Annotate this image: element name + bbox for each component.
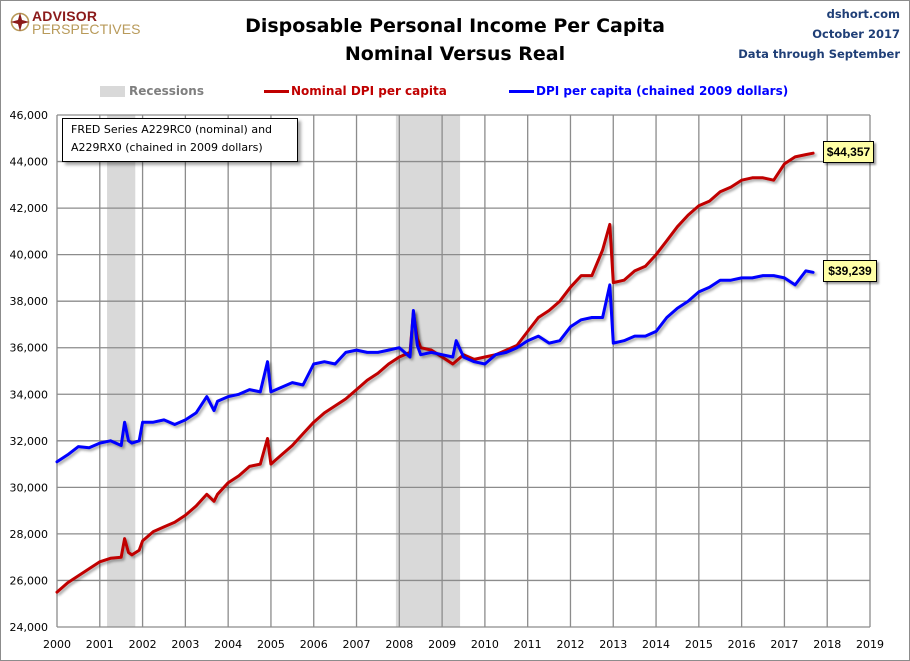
logo-text-bottom: PERSPECTIVES [32,21,141,37]
real-line-swatch [509,89,534,93]
y-tick-label: 38,000 [10,295,49,308]
chart-title: Disposable Personal Income Per Capita [245,15,665,37]
y-tick-label: 36,000 [10,342,49,355]
real-last-value-label: $39,239 [823,260,877,282]
y-tick-label: 46,000 [10,109,49,122]
chart-legend: Recessions Nominal DPI per capita DPI pe… [0,82,910,100]
x-tick-label: 2002 [129,638,157,651]
chart-subtitle: Nominal Versus Real [344,43,566,65]
recession-band [107,115,136,627]
legend-item-real: DPI per capita (chained 2009 dollars) [509,82,788,100]
y-tick-label: 30,000 [10,481,49,494]
series-line [55,269,815,464]
data-through-text: Data through September [738,47,900,61]
x-tick-label: 2000 [43,638,71,651]
axis-labels: 24,000 26,000 28,000 30,000 32,000 34,000 36,0… [10,109,885,651]
nominal-line-swatch [264,89,289,93]
legend-item-nominal: Nominal DPI per capita [264,82,447,100]
x-tick-label: 2018 [813,638,841,651]
recession-swatch [100,85,125,97]
x-tick-label: 2013 [599,638,627,651]
y-tick-label: 32,000 [10,435,49,448]
logo-text-top: ADVISOR [32,8,98,24]
y-tick-label: 28,000 [10,528,49,541]
legend-label-real: DPI per capita (chained 2009 dollars) [536,84,789,98]
x-tick-label: 2017 [770,638,798,651]
x-tick-label: 2003 [171,638,199,651]
y-tick-label: 24,000 [10,621,49,634]
x-tick-label: 2009 [428,638,456,651]
x-tick-label: 2001 [86,638,114,651]
y-tick-label: 44,000 [10,156,49,169]
x-tick-label: 2006 [300,638,328,651]
source-note-box: FRED Series A229RC0 (nominal) and A229RX… [62,118,298,162]
source-text: dshort.com [826,7,900,21]
y-tick-label: 26,000 [10,574,49,587]
y-tick-label: 42,000 [10,202,49,215]
recession-bands [107,115,461,627]
grid-lines [56,114,871,628]
x-tick-label: 2007 [343,638,371,651]
x-tick-label: 2004 [214,638,242,651]
x-tick-label: 2005 [257,638,285,651]
x-tick-label: 2008 [385,638,413,651]
legend-label-nominal: Nominal DPI per capita [291,84,447,98]
chart-meta: dshort.com October 2017 Data through Sep… [738,4,900,64]
legend-item-recessions: Recessions [100,82,204,100]
x-tick-label: 2019 [856,638,884,651]
x-tick-label: 2011 [514,638,542,651]
advisor-perspectives-logo: ADVISOR PERSPECTIVES [10,9,140,39]
x-tick-label: 2010 [471,638,499,651]
compass-star-icon [10,12,30,32]
note-line-2: A229RX0 (chained in 2009 dollars) [71,141,263,154]
data-series [55,151,815,594]
recession-band [395,115,461,627]
legend-label-recessions: Recessions [129,84,204,98]
x-tick-label: 2012 [556,638,584,651]
y-tick-label: 40,000 [10,249,49,262]
note-line-1: FRED Series A229RC0 (nominal) and [71,123,273,136]
x-tick-label: 2016 [728,638,756,651]
x-tick-label: 2015 [685,638,713,651]
y-tick-label: 34,000 [10,388,49,401]
date-text: October 2017 [812,27,900,41]
nominal-last-value-label: $44,357 [823,141,874,163]
x-tick-label: 2014 [642,638,670,651]
